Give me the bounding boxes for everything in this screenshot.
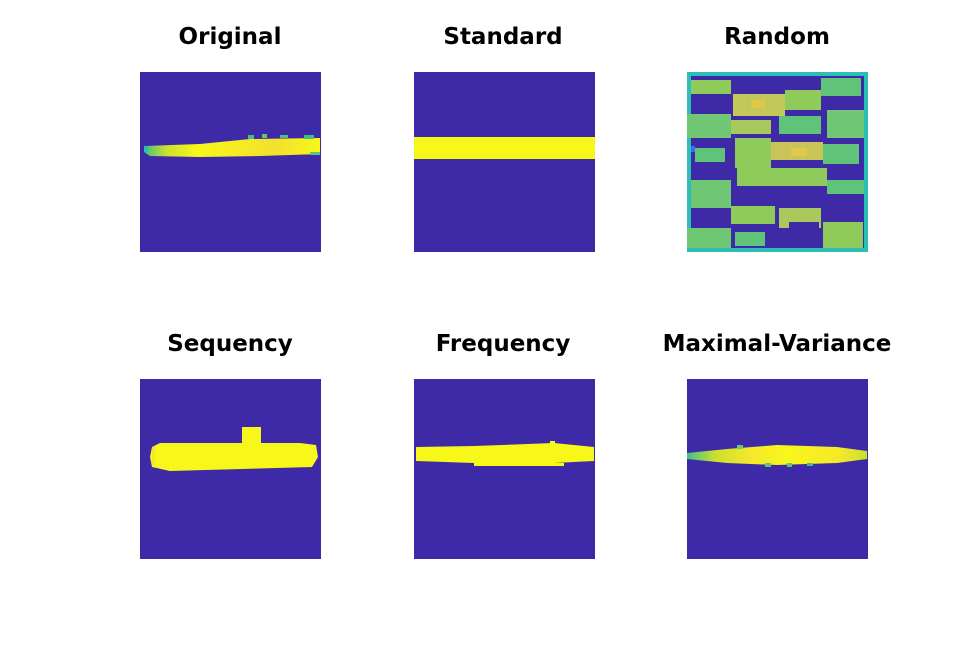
panel-image-frequency (414, 379, 595, 559)
panel-image-maximal-variance (687, 379, 868, 559)
panel-image-original (140, 72, 321, 252)
panel-title-random: Random (724, 24, 830, 50)
panel-title-standard: Standard (443, 24, 563, 50)
panel-image-random (687, 72, 868, 252)
panel-title-maximal-variance: Maximal-Variance (662, 331, 892, 357)
panel-title-original: Original (178, 24, 282, 50)
panel-image-standard (414, 72, 595, 252)
panel-title-frequency: Frequency (435, 331, 571, 357)
panel-image-sequency (140, 379, 321, 559)
panel-title-sequency: Sequency (167, 331, 293, 357)
